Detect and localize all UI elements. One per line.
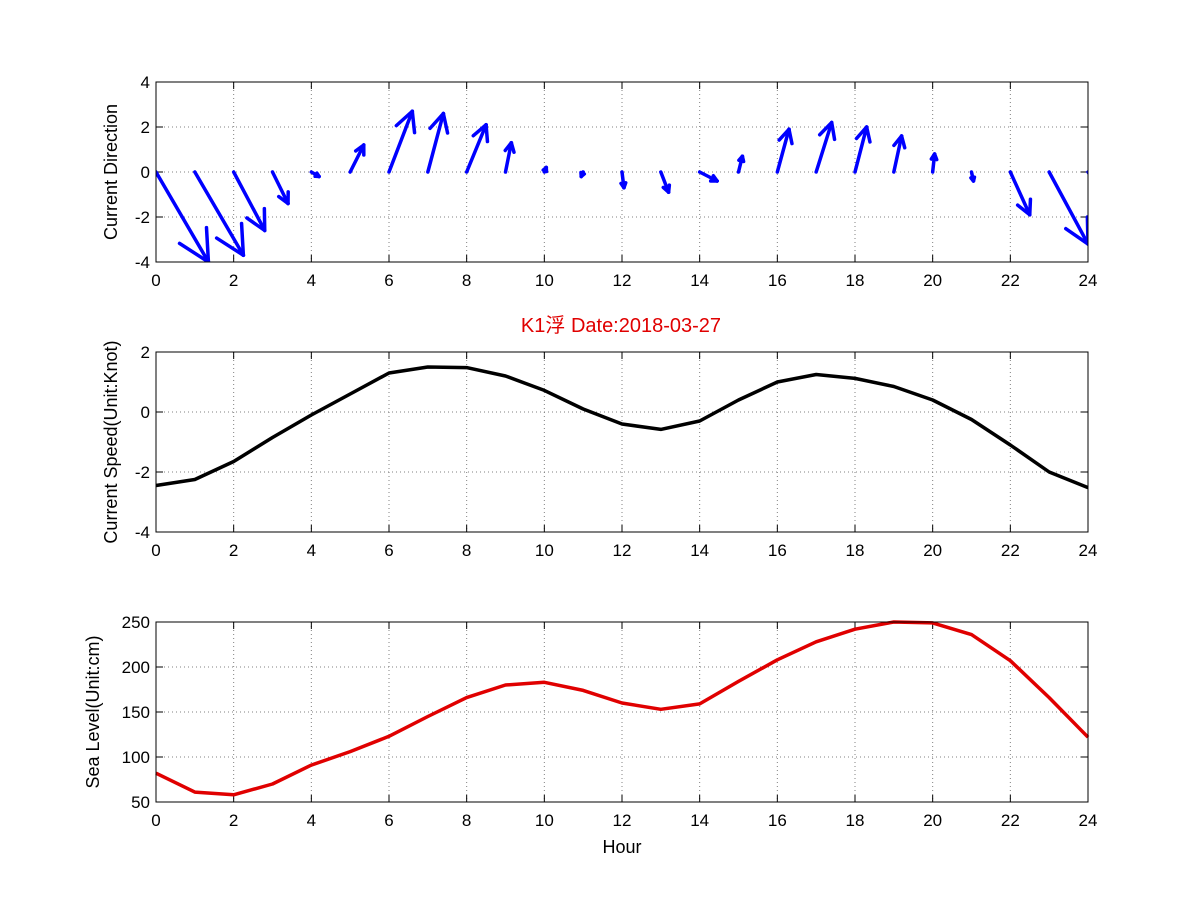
direction-arrow [541, 165, 549, 174]
y-tick-label: -4 [135, 523, 150, 542]
sea-level-axes-frame [155, 621, 1089, 803]
direction-arrow [579, 170, 587, 179]
y-tick-label: 2 [141, 118, 150, 137]
x-tick-label: 22 [1001, 541, 1020, 560]
x-tick-label: 16 [768, 541, 787, 560]
y-tick-label: 100 [122, 748, 150, 767]
direction-arrow [619, 170, 628, 190]
x-tick-label: 12 [613, 541, 632, 560]
x-tick-label: 4 [307, 271, 316, 290]
direction-arrow [270, 170, 290, 206]
y-tick-label: -2 [135, 208, 150, 227]
x-tick-label: 20 [923, 541, 942, 560]
y-tick-label: 0 [141, 163, 150, 182]
quiver-arrows [156, 109, 1088, 262]
direction-arrow [736, 154, 746, 174]
x-tick-label: 6 [384, 811, 393, 830]
direction-arrow [503, 141, 516, 174]
x-tick-label: 10 [535, 271, 554, 290]
y-tick-label: -4 [135, 253, 150, 272]
x-tick-label: 8 [462, 541, 471, 560]
x-tick-label: 2 [229, 271, 238, 290]
chart-title: K1浮 Date:2018-03-27 [521, 314, 721, 337]
x-tick-label: 8 [462, 271, 471, 290]
x-tick-label: 22 [1001, 271, 1020, 290]
x-tick-label: 4 [307, 541, 316, 560]
x-tick-label: 0 [151, 271, 160, 290]
speed-axes-area [156, 352, 1088, 532]
speed-series-line [155, 365, 1089, 490]
y-tick-label: -2 [135, 463, 150, 482]
direction-arrow [231, 170, 267, 233]
x-tick-label: 22 [1001, 811, 1020, 830]
direction-arrow [697, 170, 719, 183]
x-tick-label: 12 [613, 811, 632, 830]
x-tick-label: 20 [923, 271, 942, 290]
x-tick-label: 14 [690, 541, 709, 560]
direction-arrow [387, 109, 417, 174]
x-tick-label: 14 [690, 811, 709, 830]
y-axis-label: Sea Level(Unit:cm) [83, 635, 103, 788]
y-tick-label: 0 [141, 403, 150, 422]
x-tick-label: 0 [151, 541, 160, 560]
x-tick-label: 24 [1079, 541, 1098, 560]
y-tick-label: 50 [131, 793, 150, 812]
y-tick-label: 250 [122, 613, 150, 632]
sea-level-series-line [155, 620, 1090, 797]
x-tick-label: 14 [690, 271, 709, 290]
direction-arrow [1008, 170, 1033, 217]
x-tick-label: 18 [846, 271, 865, 290]
direction-arrow [969, 170, 977, 183]
x-tick-label: 6 [384, 271, 393, 290]
x-tick-label: 10 [535, 541, 554, 560]
x-tick-label: 16 [768, 271, 787, 290]
direction-axes-frame [155, 81, 1089, 263]
x-tick-label: 10 [535, 811, 554, 830]
direction-arrow [309, 170, 321, 179]
direction-arrow [814, 120, 837, 174]
direction-arrow [156, 170, 211, 262]
y-axis-label: Current Direction [101, 104, 121, 240]
y-tick-label: 150 [122, 703, 150, 722]
direction-arrow [426, 111, 450, 174]
x-tick-label: 0 [151, 811, 160, 830]
direction-arrow [892, 134, 907, 174]
direction-arrow [464, 123, 490, 174]
y-axis-label: Current Speed(Unit:Knot) [101, 340, 121, 543]
x-axis-label: Hour [602, 837, 641, 857]
x-tick-label: 6 [384, 541, 393, 560]
x-tick-label: 24 [1079, 271, 1098, 290]
x-tick-label: 24 [1079, 811, 1098, 830]
direction-arrow [853, 125, 872, 174]
x-tick-label: 12 [613, 271, 632, 290]
x-tick-label: 16 [768, 811, 787, 830]
x-tick-label: 8 [462, 811, 471, 830]
direction-arrow [348, 143, 366, 174]
x-tick-label: 20 [923, 811, 942, 830]
y-tick-label: 200 [122, 658, 150, 677]
direction-arrow [659, 170, 672, 194]
speed-axes-frame [155, 351, 1089, 533]
direction-arrow [929, 152, 939, 174]
x-tick-label: 18 [846, 811, 865, 830]
y-tick-label: 4 [141, 73, 150, 92]
x-tick-label: 18 [846, 541, 865, 560]
x-tick-label: 2 [229, 541, 238, 560]
direction-arrow [775, 127, 794, 174]
y-tick-label: 2 [141, 343, 150, 362]
direction-arrow [193, 170, 246, 257]
x-tick-label: 4 [307, 811, 316, 830]
x-tick-label: 2 [229, 811, 238, 830]
